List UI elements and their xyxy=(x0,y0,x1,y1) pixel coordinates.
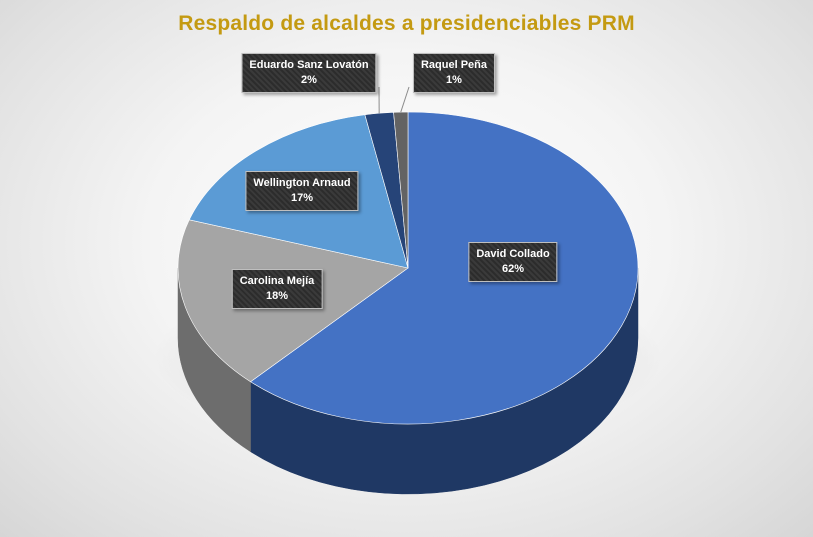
data-label-value: 17% xyxy=(290,192,314,204)
pie-slice-david-collado xyxy=(250,111,639,425)
leader-line xyxy=(400,86,410,113)
data-label-category: Carolina Mejía xyxy=(239,275,315,287)
data-label-raquel-pe-a: Raquel Peña 1% xyxy=(412,53,496,93)
data-label-value: 2% xyxy=(301,74,317,86)
data-label-carolina-mej-a: Carolina Mejía 18% xyxy=(231,269,323,309)
data-label-category: Raquel Peña xyxy=(420,59,488,71)
pie-slice-raquel-pe-a xyxy=(393,111,409,269)
data-label-david-collado: David Collado 62% xyxy=(468,242,558,282)
data-label-value: 62% xyxy=(501,263,525,275)
data-label-wellington-arnaud: Wellington Arnaud 17% xyxy=(245,171,359,211)
data-label-category: David Collado xyxy=(476,248,550,260)
data-label-value: 1% xyxy=(446,74,462,86)
chart-title: Respaldo de alcaldes a presidenciables P… xyxy=(178,12,635,35)
data-label-category: Eduardo Sanz Lovatón xyxy=(249,59,369,71)
data-label-category: Wellington Arnaud xyxy=(253,177,351,189)
data-label-eduardo-sanz-lovat-n: Eduardo Sanz Lovatón 2% xyxy=(241,53,377,93)
data-label-value: 18% xyxy=(265,290,289,302)
